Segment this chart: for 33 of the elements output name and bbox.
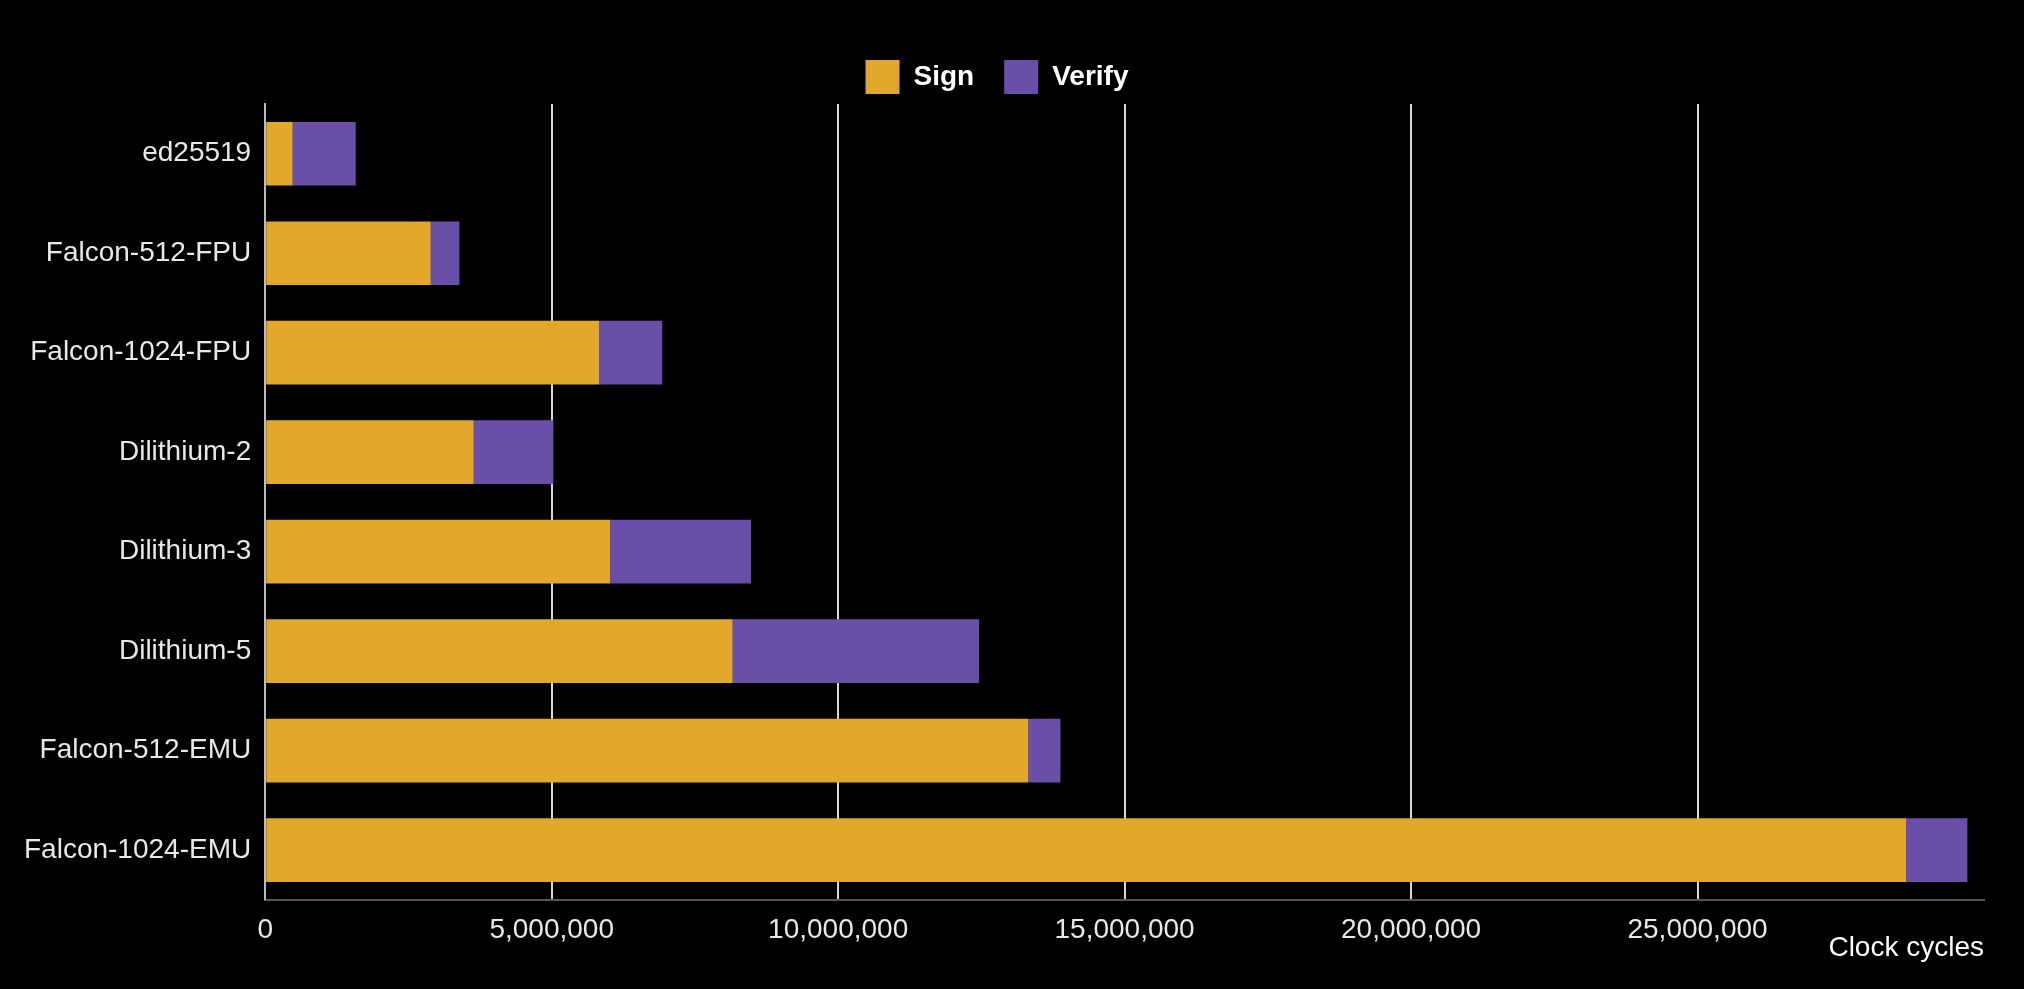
bar (1028, 718, 1061, 783)
y-tick-label: ed25519 (142, 136, 252, 168)
y-tick-label: Falcon-1024-EMU (24, 832, 252, 864)
y-tick-label: Falcon-512-FPU (45, 235, 252, 267)
bar (473, 420, 554, 484)
bar (266, 320, 600, 385)
x-axis-title: Clock cycles (1828, 930, 1984, 962)
y-tick-label: Dilithium-2 (118, 434, 252, 466)
bar (610, 519, 752, 584)
bar (732, 619, 980, 683)
bar (266, 519, 611, 584)
bar (266, 619, 733, 683)
bar (266, 718, 1029, 783)
x-tick-label: 10,000,000 (768, 913, 909, 945)
x-tick-label: 20,000,000 (1341, 913, 1482, 945)
bar (266, 420, 474, 484)
bar (1906, 818, 1968, 882)
x-tick-label: 0 (257, 913, 273, 945)
legend-label: Sign (913, 59, 975, 91)
bar (266, 121, 293, 186)
x-tick-label: 15,000,000 (1054, 913, 1195, 945)
bar (599, 320, 663, 385)
legend-label: Verify (1052, 59, 1129, 91)
x-tick-label: 25,000,000 (1627, 913, 1768, 945)
bar (266, 221, 431, 286)
bar (430, 221, 460, 286)
y-tick-label: Falcon-512-EMU (39, 733, 252, 765)
y-tick-label: Dilithium-5 (118, 633, 252, 665)
x-tick-label: 5,000,000 (489, 913, 614, 945)
bar (292, 121, 356, 186)
bar (266, 818, 1907, 882)
y-tick-label: Dilithium-3 (118, 534, 252, 566)
y-tick-label: Falcon-1024-FPU (30, 335, 252, 367)
